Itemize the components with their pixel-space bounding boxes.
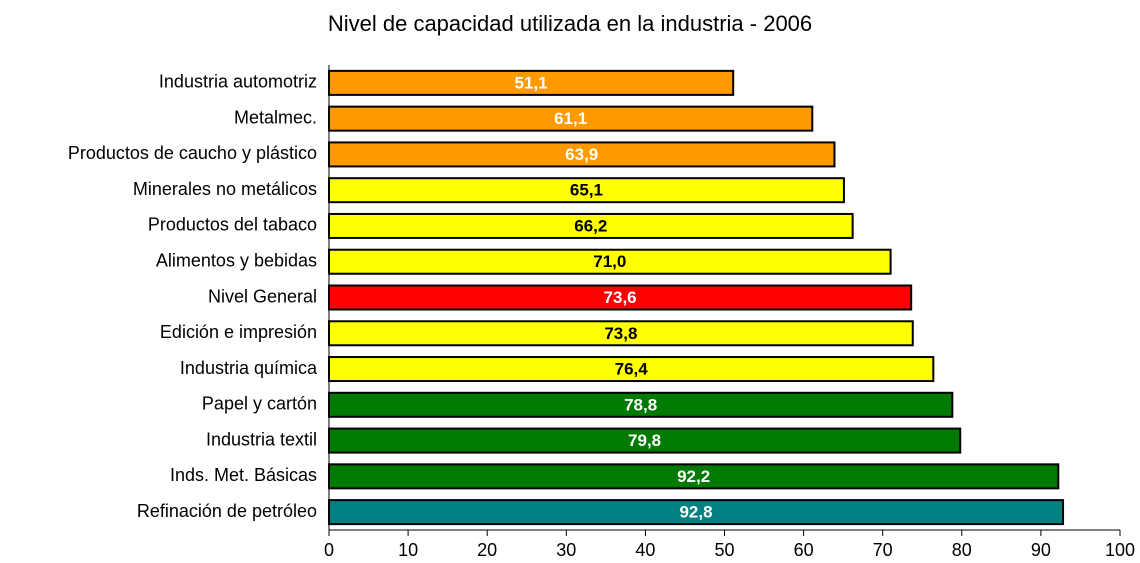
bar (328, 248, 892, 275)
value-label: 92,8 (679, 503, 712, 522)
y-tick-label: Papel y cartón (202, 394, 317, 414)
chart-title: Nivel de capacidad utilizada en la indus… (328, 11, 812, 36)
y-tick-label: Alimentos y bebidas (156, 250, 317, 270)
x-tick-label: 30 (556, 540, 576, 560)
bar (328, 212, 854, 239)
x-tick-label: 20 (477, 540, 497, 560)
value-label: 79,8 (628, 431, 661, 450)
value-label: 73,8 (604, 324, 637, 343)
value-label: 66,2 (574, 216, 607, 235)
y-tick-label: Productos de caucho y plástico (68, 143, 317, 163)
bar (328, 105, 814, 132)
value-label: 92,2 (677, 467, 710, 486)
x-tick-label: 100 (1105, 540, 1135, 560)
value-label: 78,8 (624, 395, 657, 414)
bar (328, 284, 913, 311)
bar (328, 427, 962, 454)
y-tick-label: Edición e impresión (160, 322, 317, 342)
y-tick-label: Industria química (180, 358, 318, 378)
x-tick-label: 90 (1031, 540, 1051, 560)
y-tick-label: Minerales no metálicos (133, 179, 317, 199)
y-tick-label: Industria automotriz (159, 72, 317, 92)
bar (328, 391, 954, 418)
bar (328, 356, 935, 383)
x-tick-label: 60 (794, 540, 814, 560)
y-tick-label: Inds. Met. Básicas (170, 465, 317, 485)
x-tick-label: 70 (873, 540, 893, 560)
bar (328, 320, 914, 347)
value-label: 63,9 (565, 145, 598, 164)
value-label: 65,1 (570, 181, 603, 200)
y-tick-label: Industria textil (206, 429, 317, 449)
value-label: 73,6 (604, 288, 637, 307)
x-tick-label: 80 (952, 540, 972, 560)
value-label: 61,1 (554, 109, 587, 128)
bar (328, 463, 1060, 490)
bar (328, 141, 836, 168)
bar (328, 177, 845, 204)
value-label: 51,1 (515, 73, 548, 92)
y-tick-label: Productos del tabaco (148, 215, 317, 235)
x-tick-label: 40 (635, 540, 655, 560)
bar (328, 499, 1065, 526)
value-label: 71,0 (593, 252, 626, 271)
value-label: 76,4 (615, 360, 649, 379)
y-tick-label: Nivel General (208, 286, 317, 306)
y-tick-label: Metalmec. (234, 107, 317, 127)
bar (328, 69, 735, 96)
x-tick-label: 0 (324, 540, 334, 560)
x-tick-label: 50 (714, 540, 734, 560)
y-tick-label: Refinación de petróleo (137, 501, 317, 521)
x-tick-label: 10 (398, 540, 418, 560)
